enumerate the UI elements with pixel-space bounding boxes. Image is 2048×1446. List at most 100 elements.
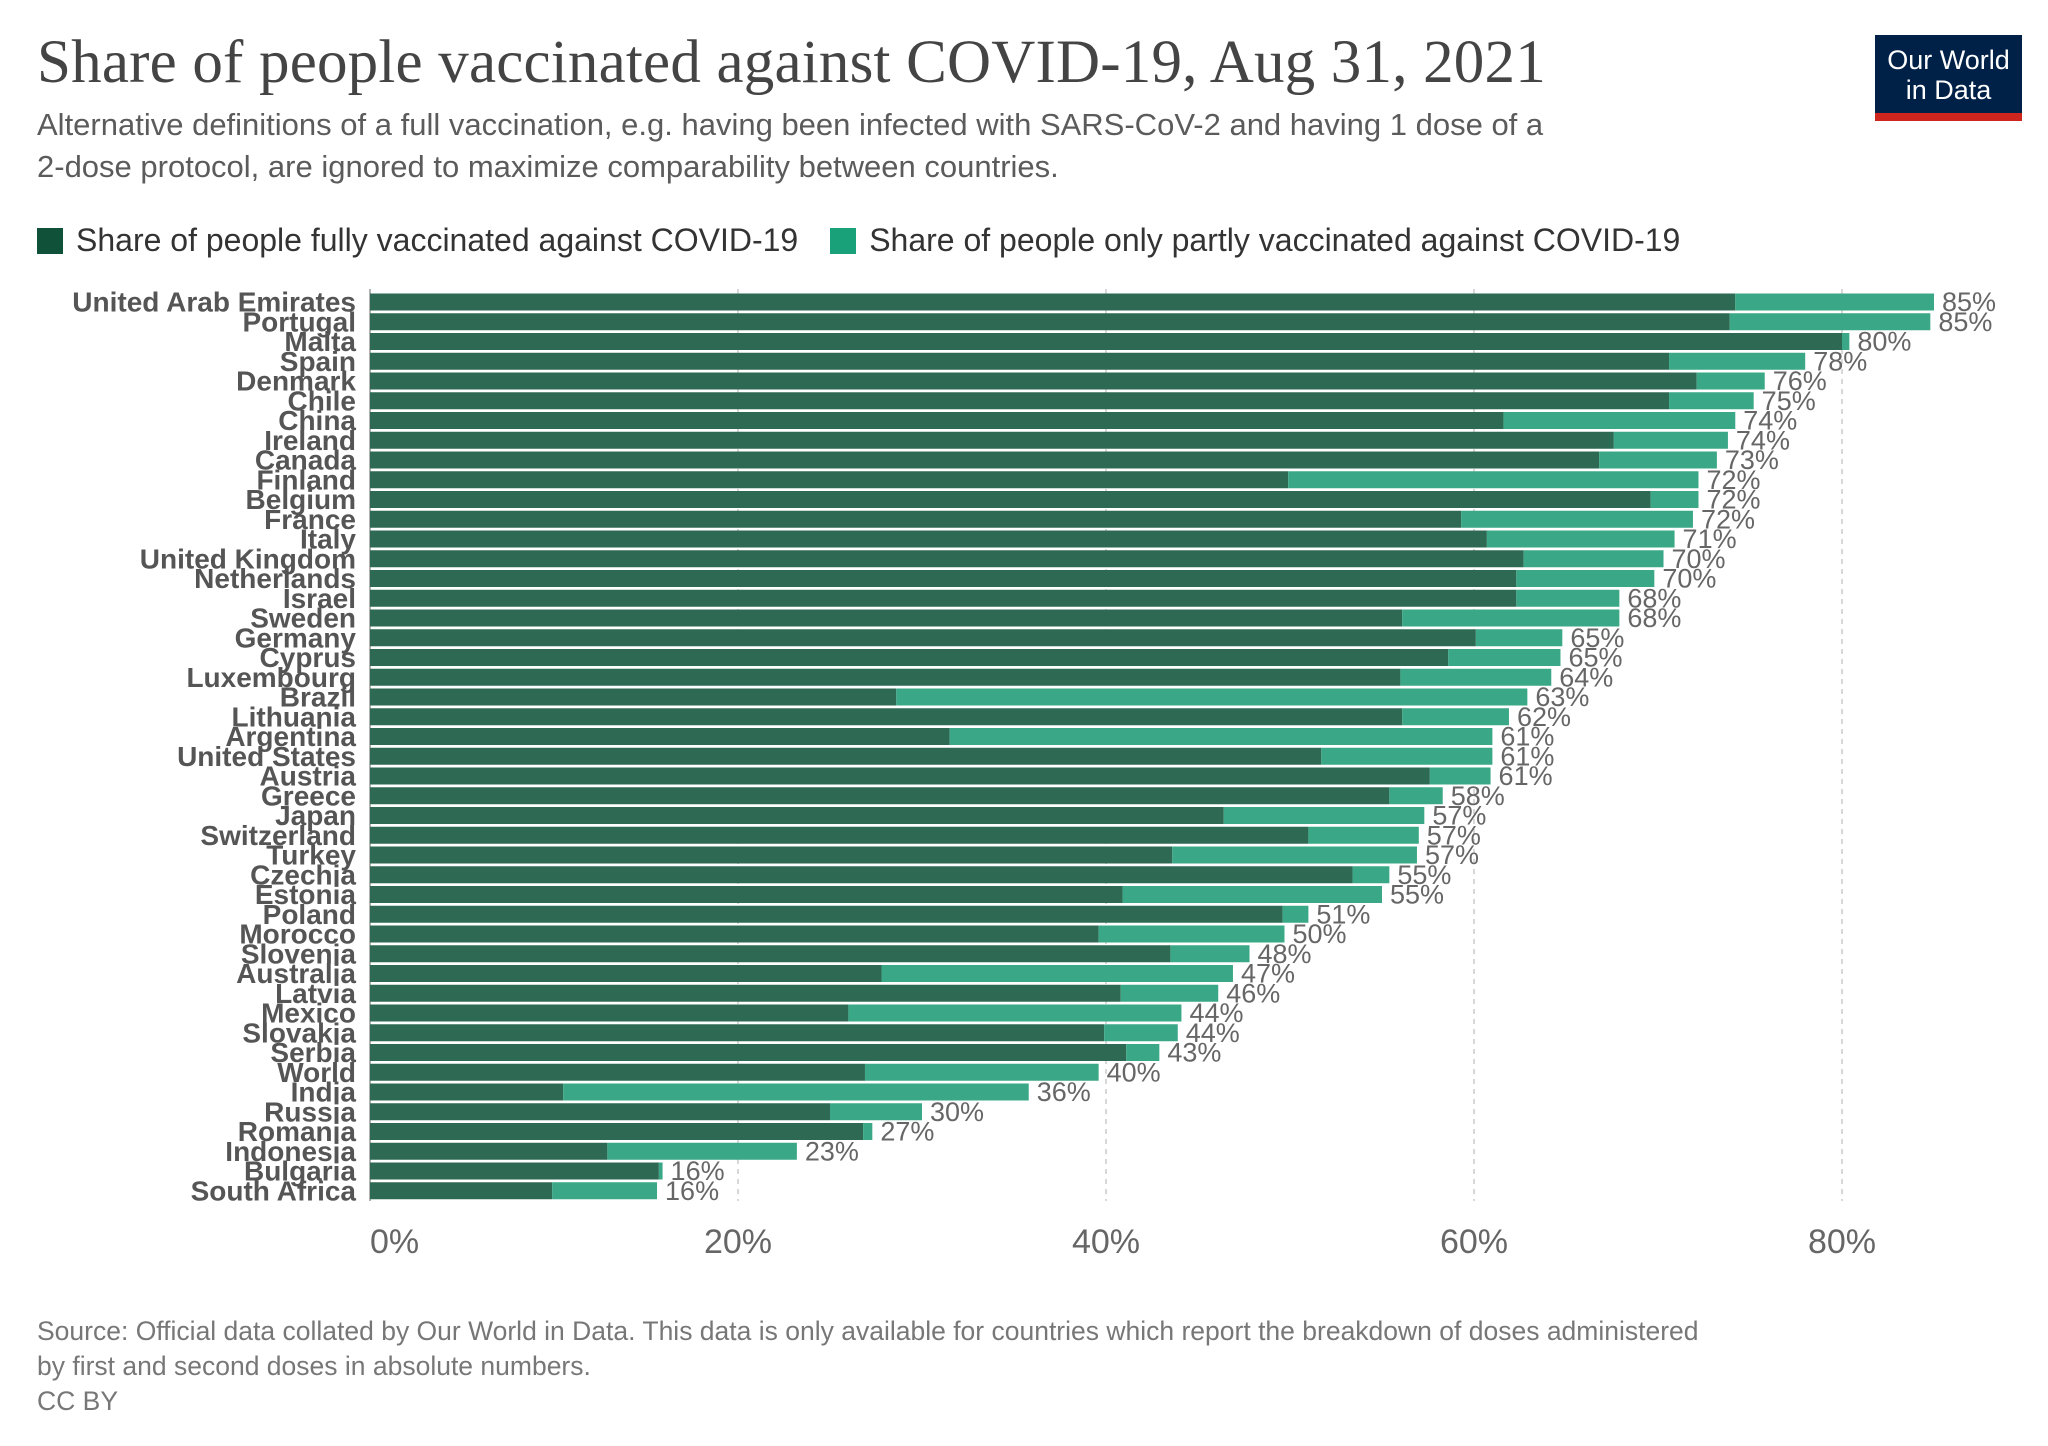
value-label: 36% [1037,1077,1091,1107]
bar-partly-vaccinated [1429,767,1491,785]
source-note: Source: Official data collated by Our Wo… [37,1314,1699,1419]
bar-partly-vaccinated [1669,352,1806,370]
bar-partly-vaccinated [1448,649,1561,666]
bar-fully-vaccinated [370,728,950,745]
country-label: Australia [236,958,356,989]
value-label: 55% [1390,880,1444,910]
x-tick-label: 40% [1072,1223,1140,1261]
country-label: Ireland [264,425,356,456]
value-label: 46% [1226,978,1280,1008]
country-label: World [277,1057,356,1088]
logo-text-line: Our World [1887,45,2010,75]
legend-item-fully-vaccinated[interactable]: Share of people fully vaccinated against… [37,222,798,259]
country-label: Denmark [236,366,356,397]
bar-fully-vaccinated [370,589,1517,607]
country-label: Turkey [266,840,356,871]
bar-fully-vaccinated [370,1103,830,1121]
license-label[interactable]: CC BY [37,1386,118,1416]
country-label: Italy [300,524,356,555]
bar-fully-vaccinated [370,866,1353,884]
bar-partly-vaccinated [658,1162,663,1180]
bar-fully-vaccinated [370,886,1123,903]
value-label: 71% [1683,524,1737,554]
x-tick-label: 60% [1440,1223,1508,1261]
country-label: Chile [288,385,356,416]
bar-fully-vaccinated [370,807,1224,824]
country-label: Belgium [246,484,356,515]
bar-fully-vaccinated [370,491,1651,508]
value-label: 55% [1397,860,1451,890]
value-label: 65% [1568,643,1622,673]
country-label: Romania [238,1116,357,1147]
bar-fully-vaccinated [370,530,1487,548]
bar-fully-vaccinated [370,570,1517,587]
bar-partly-vaccinated [1400,668,1552,686]
value-label: 27% [880,1117,934,1147]
country-label: Brazil [280,682,356,713]
bar-fully-vaccinated [370,1004,849,1022]
bar-fully-vaccinated [370,649,1449,666]
value-label: 40% [1107,1057,1161,1087]
bar-fully-vaccinated [370,688,897,706]
subtitle-line: Alternative definitions of a full vaccin… [37,107,1544,142]
bar-fully-vaccinated [370,431,1614,449]
subtitle-line: 2-dose protocol, are ignored to maximize… [37,149,1059,184]
bar-fully-vaccinated [370,1162,659,1180]
bar-fully-vaccinated [370,708,1403,726]
country-label: Slovenia [241,938,357,969]
bar-partly-vaccinated [1486,530,1675,548]
bar-fully-vaccinated [370,747,1322,765]
country-label: Austria [260,761,357,792]
bar-partly-vaccinated [1516,589,1620,607]
country-label: Czechia [250,859,356,890]
bar-partly-vaccinated [1735,293,1934,311]
source-line: Source: Official data collated by Our Wo… [37,1316,1699,1346]
legend-item-partly-vaccinated[interactable]: Share of people only partly vaccinated a… [830,222,1680,259]
bar-partly-vaccinated [1223,807,1425,824]
chart-subtitle: Alternative definitions of a full vaccin… [37,104,1543,188]
bar-fully-vaccinated [370,333,1842,350]
bar-fully-vaccinated [370,945,1171,963]
bar-partly-vaccinated [1402,609,1620,627]
country-label: Poland [263,899,356,930]
country-label: United Arab Emirates [72,287,356,318]
value-label: 73% [1725,445,1779,475]
country-label: Sweden [250,603,356,634]
bar-partly-vaccinated [1170,945,1250,963]
value-label: 58% [1451,781,1505,811]
value-label: 47% [1241,959,1295,989]
bar-fully-vaccinated [370,965,882,982]
value-label: 68% [1627,603,1681,633]
value-label: 23% [805,1136,859,1166]
bar-partly-vaccinated [864,1063,1099,1081]
bar-partly-vaccinated [1523,550,1664,568]
bar-partly-vaccinated [1126,1044,1160,1061]
bar-partly-vaccinated [881,965,1233,982]
bar-fully-vaccinated [370,629,1476,647]
country-label: United States [177,741,356,772]
value-label: 85% [1938,307,1992,337]
bar-fully-vaccinated [370,392,1670,410]
bar-partly-vaccinated [607,1142,797,1160]
bar-fully-vaccinated [370,1024,1105,1042]
bar-partly-vaccinated [848,1004,1182,1022]
bar-fully-vaccinated [370,925,1099,943]
bar-partly-vaccinated [949,728,1493,745]
country-label: Netherlands [194,563,356,594]
country-label: Finland [256,464,356,495]
country-label: Mexico [261,998,356,1029]
value-label: 44% [1189,998,1243,1028]
country-label: Portugal [242,306,356,337]
bar-partly-vaccinated [1352,866,1390,884]
bar-partly-vaccinated [1288,471,1699,489]
country-label: Switzerland [200,820,356,851]
value-label: 72% [1701,504,1755,534]
bar-fully-vaccinated [370,372,1697,390]
bar-partly-vaccinated [1122,886,1382,903]
our-world-in-data-logo[interactable]: Our World in Data [1875,35,2022,121]
value-label: 75% [1762,386,1816,416]
source-line: by first and second doses in absolute nu… [37,1351,591,1381]
bar-partly-vaccinated [1120,984,1219,1002]
value-label: 61% [1500,722,1554,752]
bar-partly-vaccinated [1098,925,1285,943]
